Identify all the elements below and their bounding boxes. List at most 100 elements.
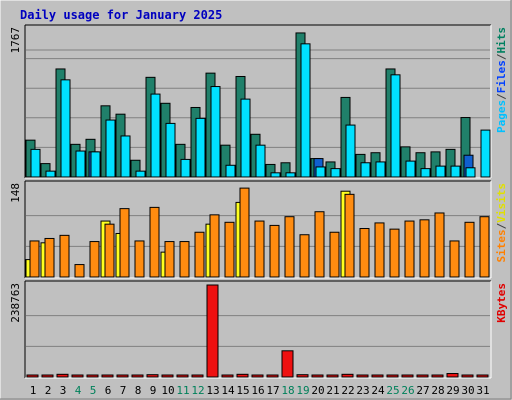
x-tick-label: 24	[371, 384, 385, 397]
bar-sites-day-5	[89, 241, 100, 278]
chart-panels: 1767Pages/Files/Hits148Sites/Visits23876…	[9, 24, 508, 379]
bar-pages-day-23	[360, 162, 371, 178]
panel-kbytes-area	[25, 281, 491, 378]
bar-kbytes-day-28	[431, 374, 444, 378]
bar-kbytes-day-27	[416, 374, 429, 378]
bar-kbytes-day-19	[296, 374, 309, 378]
panel-kbytes-legend: KBytes	[495, 283, 508, 323]
bar-sites-day-14	[224, 221, 235, 278]
x-tick-label: 2	[45, 384, 52, 397]
x-tick-label: 27	[416, 384, 429, 397]
x-tick-label: 13	[206, 384, 219, 397]
bar-pages-day-4	[75, 150, 86, 178]
x-tick-label: 15	[236, 384, 249, 397]
bar-sites-day-10	[164, 241, 175, 278]
bar-sites-day-22	[344, 193, 355, 278]
bar-kbytes-day-7	[116, 374, 129, 378]
x-tick-label: 4	[75, 384, 82, 397]
bar-kbytes-day-2	[41, 374, 54, 378]
bar-sites-day-25	[389, 228, 400, 278]
x-tick-label: 10	[161, 384, 174, 397]
bar-pages-day-13	[210, 86, 221, 178]
bar-kbytes-day-5	[86, 374, 99, 378]
bar-sites-day-26	[404, 220, 415, 278]
bar-kbytes-day-12	[191, 374, 204, 378]
bar-kbytes-day-11	[176, 374, 189, 378]
bar-pages-day-8	[135, 170, 146, 178]
x-tick-label: 23	[356, 384, 369, 397]
x-tick-label: 31	[476, 384, 489, 397]
bar-kbytes-day-23	[356, 374, 369, 378]
x-tick-label: 25	[386, 384, 399, 397]
panel-hits-legend: Pages/Files/Hits	[495, 27, 508, 133]
bar-kbytes-day-20	[311, 374, 324, 378]
bar-pages-day-6	[105, 119, 116, 178]
bar-sites-day-28	[434, 212, 445, 278]
bar-sites-day-18	[284, 216, 295, 278]
bar-kbytes-day-3	[56, 373, 69, 378]
x-tick-label: 21	[326, 384, 339, 397]
bar-pages-day-29	[450, 165, 461, 178]
legend-entry: /	[495, 53, 508, 60]
bar-pages-day-18	[285, 172, 296, 178]
bar-kbytes-day-25	[386, 374, 399, 378]
bar-kbytes-day-30	[461, 374, 474, 378]
x-tick-label: 8	[135, 384, 142, 397]
bar-pages-day-1	[30, 148, 41, 178]
bar-sites-day-1	[29, 240, 40, 278]
bar-sites-day-4	[74, 264, 85, 278]
bar-pages-day-10	[165, 122, 176, 178]
bar-sites-day-15	[239, 187, 250, 278]
bar-pages-day-21	[330, 168, 341, 178]
panel-visits-ymax-label: 148	[9, 183, 22, 203]
bar-kbytes-day-1	[26, 374, 39, 378]
bar-sites-day-7	[119, 208, 130, 278]
x-tick-label: 17	[266, 384, 279, 397]
bar-pages-day-19	[300, 43, 311, 178]
bar-kbytes-day-26	[401, 374, 414, 378]
bar-pages-day-28	[435, 165, 446, 178]
bar-sites-day-21	[329, 231, 340, 278]
x-tick-label: 14	[221, 384, 235, 397]
x-tick-label: 29	[446, 384, 459, 397]
bar-pages-day-22	[345, 124, 356, 178]
x-tick-label: 5	[90, 384, 97, 397]
bar-kbytes-day-9	[146, 374, 159, 378]
bar-sites-day-11	[179, 241, 190, 278]
x-tick-label: 30	[461, 384, 474, 397]
bar-pages-day-26	[405, 160, 416, 178]
legend-entry: Pages	[495, 100, 508, 133]
bar-sites-day-8	[134, 240, 145, 278]
bar-pages-day-3	[60, 79, 71, 178]
bar-pages-day-20	[315, 166, 326, 178]
bar-sites-day-9	[149, 206, 160, 278]
bar-kbytes-day-16	[251, 374, 264, 378]
bar-pages-day-25	[390, 74, 401, 178]
bar-kbytes-day-21	[326, 374, 339, 378]
bar-pages-day-2	[45, 170, 56, 178]
bar-sites-day-30	[464, 221, 475, 278]
bar-sites-day-27	[419, 219, 430, 278]
bar-kbytes-day-17	[266, 374, 279, 378]
bar-kbytes-day-24	[371, 374, 384, 378]
panel-visits-legend: Sites/Visits	[495, 183, 508, 263]
x-tick-label: 11	[176, 384, 189, 397]
bar-pages-day-9	[150, 93, 161, 178]
bar-sites-day-20	[314, 211, 325, 278]
bar-kbytes-day-10	[161, 374, 174, 378]
x-tick-label: 22	[341, 384, 354, 397]
bar-kbytes-day-31	[476, 374, 489, 378]
x-tick-label: 26	[401, 384, 414, 397]
bar-kbytes-day-14	[221, 374, 234, 378]
bar-kbytes-day-13	[206, 284, 219, 378]
bar-sites-day-29	[449, 240, 460, 278]
x-tick-label: 7	[120, 384, 127, 397]
x-tick-label: 18	[281, 384, 294, 397]
bar-pages-day-17	[270, 172, 281, 178]
bar-sites-day-12	[194, 231, 205, 278]
panel-visits: 148 Sites/Visits	[9, 180, 508, 279]
bar-kbytes-day-15	[236, 373, 249, 378]
x-tick-label: 12	[191, 384, 204, 397]
